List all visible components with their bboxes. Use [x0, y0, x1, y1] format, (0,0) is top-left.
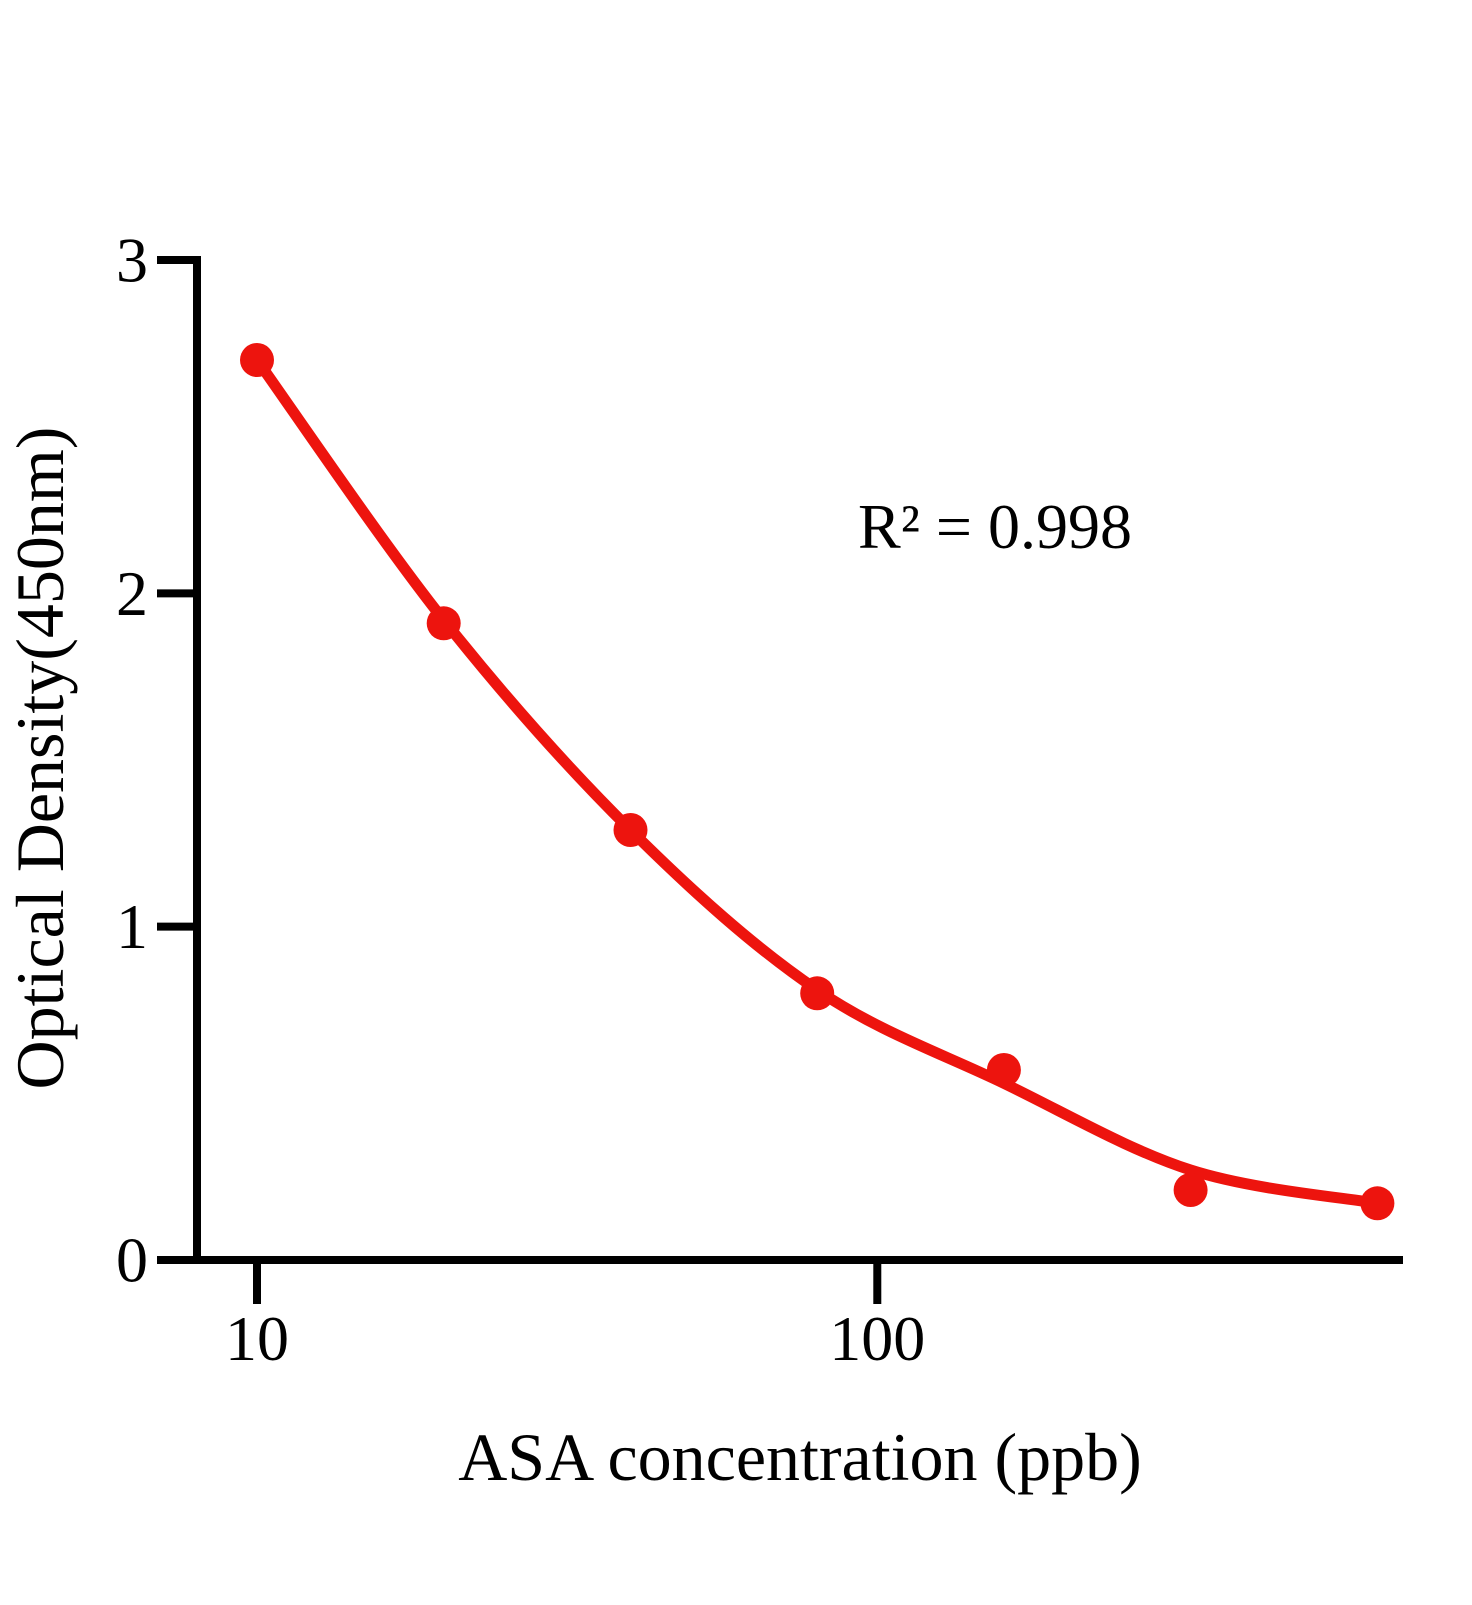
data-point [613, 813, 648, 847]
axes [157, 256, 1403, 1264]
y-tick-label: 1 [116, 891, 148, 962]
x-tick-label: 10 [225, 1303, 289, 1374]
x-axis-ticks: 10 100 [225, 1260, 925, 1374]
y-tick-label: 3 [116, 225, 148, 296]
data-point [1173, 1173, 1208, 1207]
y-axis-ticks: 0 1 2 3 [116, 225, 197, 1296]
r-squared-annotation: R² = 0.998 [858, 491, 1132, 562]
y-tick-label: 0 [116, 1225, 148, 1296]
fit-curve-line [251, 354, 1383, 1209]
x-axis-title: ASA concentration (ppb) [458, 1419, 1142, 1495]
x-tick-label: 100 [829, 1303, 925, 1374]
data-point [986, 1053, 1021, 1087]
y-axis-title: Optical Density(450nm) [2, 427, 78, 1090]
data-point [240, 343, 274, 377]
data-point [1360, 1186, 1395, 1221]
data-points [240, 343, 1395, 1221]
y-tick-label: 2 [116, 558, 148, 629]
data-point [426, 606, 461, 641]
data-point [800, 976, 835, 1011]
